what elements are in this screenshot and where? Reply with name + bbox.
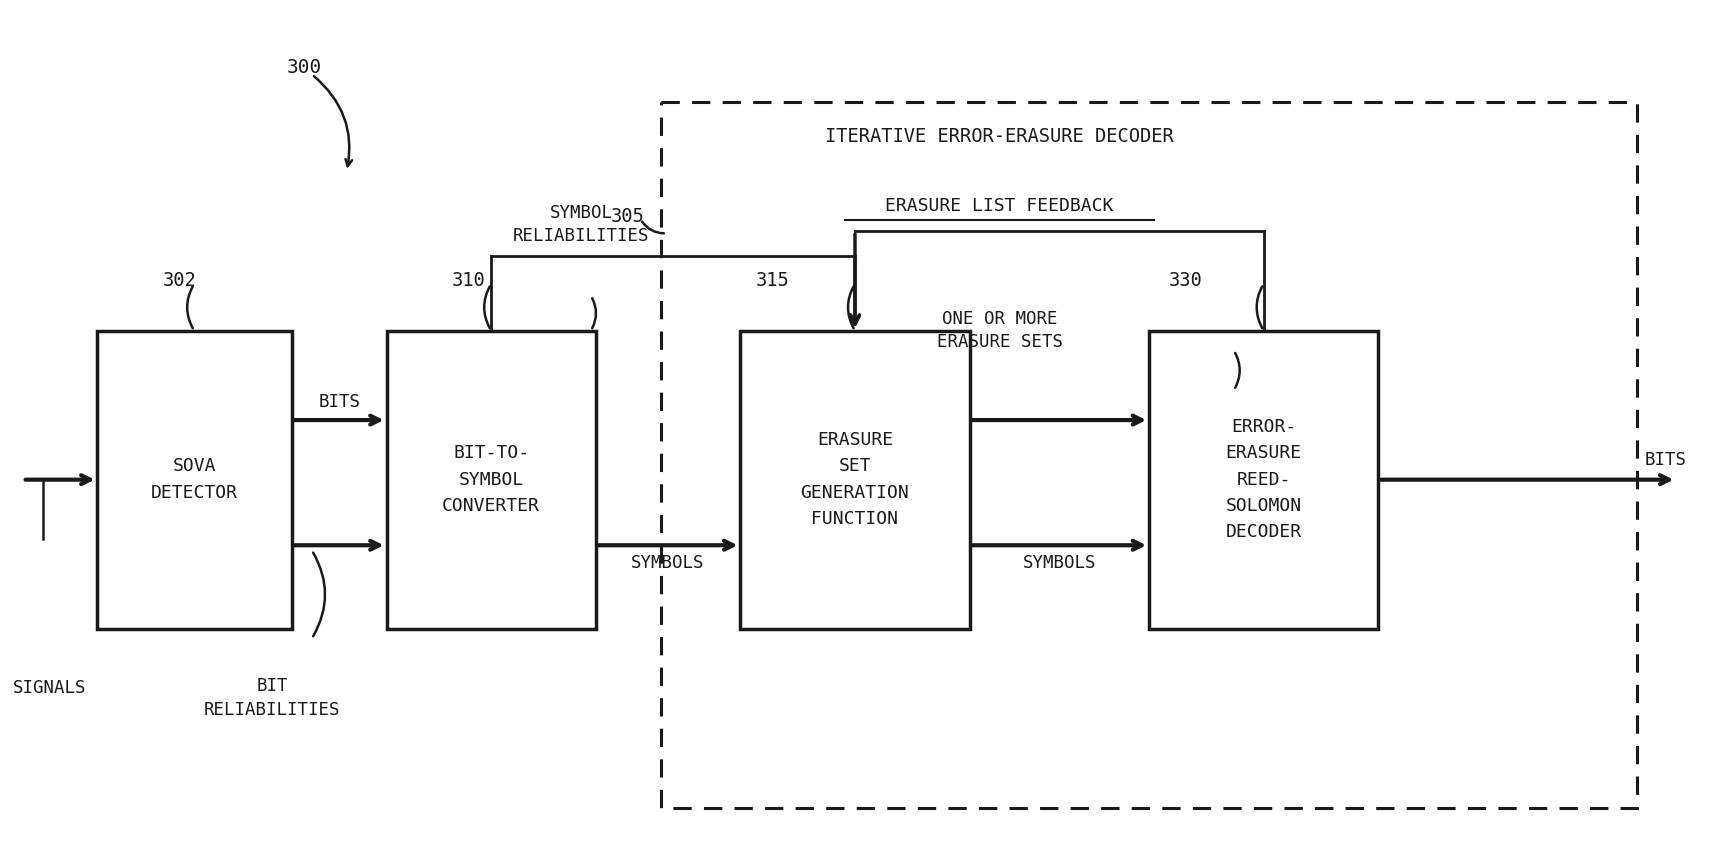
Text: 330: 330 <box>1169 271 1203 290</box>
Text: SIGNALS: SIGNALS <box>12 679 85 698</box>
Bar <box>1148 331 1377 629</box>
Text: SYMBOL
RELIABILITIES: SYMBOL RELIABILITIES <box>513 204 649 245</box>
Text: 300: 300 <box>287 58 321 76</box>
Text: ERASURE LIST FEEDBACK: ERASURE LIST FEEDBACK <box>885 198 1114 216</box>
Text: SYMBOLS: SYMBOLS <box>631 554 704 572</box>
Text: ITERATIVE ERROR-ERASURE DECODER: ITERATIVE ERROR-ERASURE DECODER <box>825 127 1174 146</box>
Text: BITS: BITS <box>318 393 361 411</box>
Bar <box>97 331 292 629</box>
Text: SYMBOLS: SYMBOLS <box>1022 554 1095 572</box>
Text: ERASURE
SET
GENERATION
FUNCTION: ERASURE SET GENERATION FUNCTION <box>800 431 909 528</box>
Text: 315: 315 <box>755 271 790 290</box>
Bar <box>386 331 596 629</box>
Bar <box>661 102 1637 807</box>
Text: 305: 305 <box>610 207 644 226</box>
Text: 310: 310 <box>451 271 485 290</box>
Text: BIT-TO-
SYMBOL
CONVERTER: BIT-TO- SYMBOL CONVERTER <box>443 444 540 515</box>
Text: BITS: BITS <box>1644 451 1687 469</box>
Text: 302: 302 <box>162 271 197 290</box>
Text: SOVA
DETECTOR: SOVA DETECTOR <box>150 458 238 502</box>
Bar <box>740 331 969 629</box>
Text: BIT
RELIABILITIES: BIT RELIABILITIES <box>203 678 340 719</box>
Text: ERROR-
ERASURE
REED-
SOLOMON
DECODER: ERROR- ERASURE REED- SOLOMON DECODER <box>1225 417 1302 541</box>
Text: ONE OR MORE
ERASURE SETS: ONE OR MORE ERASURE SETS <box>937 310 1063 351</box>
